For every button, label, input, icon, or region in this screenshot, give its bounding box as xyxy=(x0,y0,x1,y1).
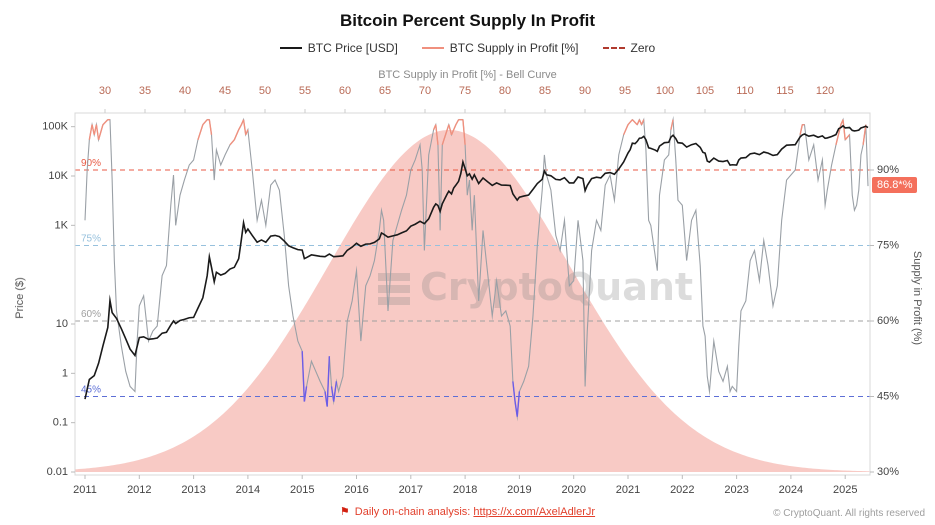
zero-line-swatch xyxy=(602,47,625,49)
footer-annotation: ⚑ Daily on-chain analysis: https://x.com/… xyxy=(0,505,935,518)
legend-label-supply-in-profit: BTC Supply in Profit [%] xyxy=(449,41,579,55)
price-line-swatch xyxy=(279,47,302,49)
footer-text: Daily on-chain analysis: xyxy=(354,506,474,518)
chart-legend: BTC Price [USD] BTC Supply in Profit [%]… xyxy=(0,41,935,55)
top-axis-title: BTC Supply in Profit [%] - Bell Curve xyxy=(378,69,557,81)
right-axis-title: Supply in Profit (%) xyxy=(911,250,923,346)
legend-item-btc-price[interactable]: BTC Price [USD] xyxy=(279,41,398,55)
footer-link[interactable]: https://x.com/AxelAdlerJr xyxy=(473,506,596,518)
legend-label-btc-price: BTC Price [USD] xyxy=(307,41,398,55)
legend-item-supply-in-profit[interactable]: BTC Supply in Profit [%] xyxy=(421,41,579,55)
copyright-notice: © CryptoQuant. All rights reserved xyxy=(773,508,925,519)
legend-item-zero[interactable]: Zero xyxy=(602,41,656,55)
supply-line-swatch xyxy=(421,47,444,49)
legend-label-zero: Zero xyxy=(630,41,656,55)
page-title: Bitcoin Percent Supply In Profit xyxy=(339,11,596,30)
left-axis-title: Price ($) xyxy=(14,277,26,319)
flag-icon: ⚑ xyxy=(339,506,350,518)
current-value-badge: 86.8*% xyxy=(872,177,918,194)
